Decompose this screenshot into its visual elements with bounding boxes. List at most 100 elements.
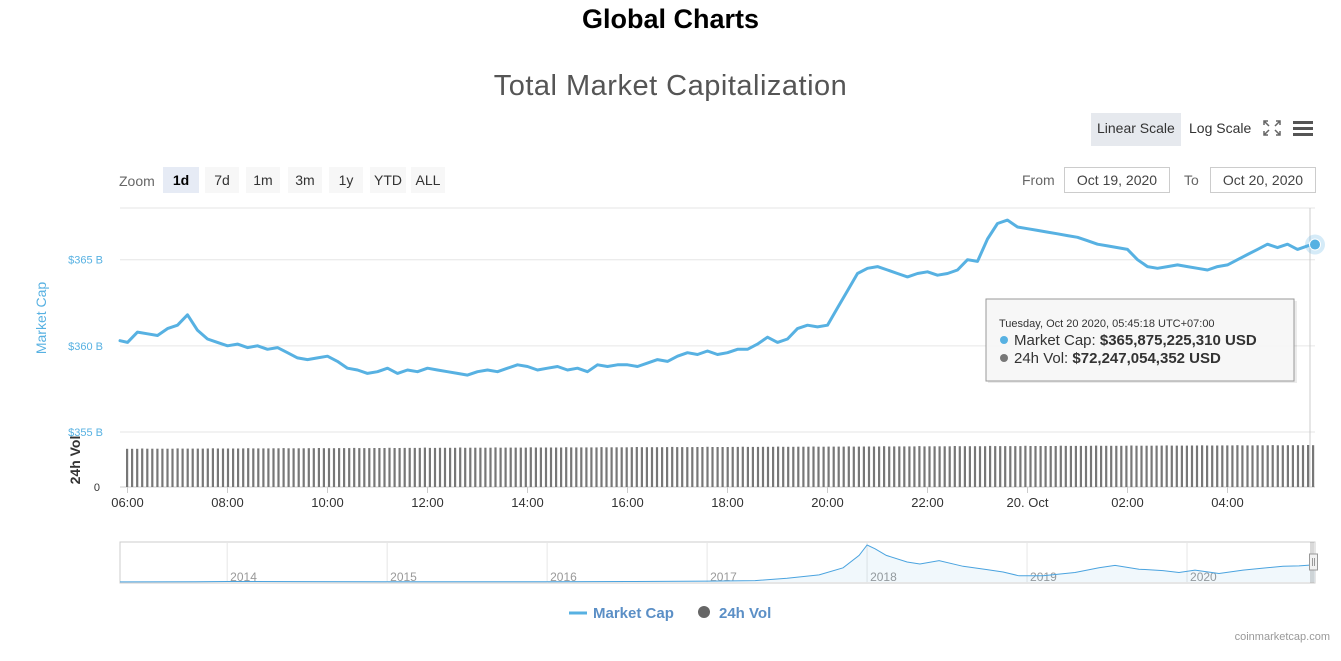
to-label: To bbox=[1184, 172, 1199, 188]
zoom-all-button[interactable]: ALL bbox=[411, 167, 445, 193]
volume-bar bbox=[1150, 445, 1153, 487]
volume-bar bbox=[1281, 445, 1284, 487]
volume-bar bbox=[216, 448, 219, 487]
volume-bar bbox=[812, 446, 815, 487]
tooltip-box bbox=[985, 298, 1295, 382]
volume-bar bbox=[1155, 445, 1158, 487]
volume-bar bbox=[756, 446, 760, 487]
volume-bar bbox=[933, 446, 936, 487]
volume-bar bbox=[393, 448, 396, 487]
volume-bar bbox=[242, 448, 245, 487]
volume-bar bbox=[681, 447, 684, 487]
x-tick-label: 04:00 bbox=[1211, 495, 1244, 510]
volume-bar bbox=[196, 448, 199, 487]
volume-bar bbox=[615, 447, 618, 487]
legend-market-cap-label: Market Cap bbox=[593, 605, 674, 622]
volume-bar bbox=[1024, 445, 1027, 487]
volume-bar bbox=[378, 448, 381, 487]
volume-bar bbox=[332, 448, 336, 487]
volume-bar bbox=[454, 447, 457, 487]
log-scale-button[interactable]: Log Scale bbox=[1189, 120, 1252, 136]
market-cap-y-tick-label: $360 B bbox=[68, 341, 103, 353]
volume-bar bbox=[418, 447, 421, 487]
volume-bar bbox=[797, 446, 800, 487]
volume-bar bbox=[696, 447, 699, 487]
zoom-1m-button[interactable]: 1m bbox=[246, 167, 280, 193]
x-tick-label: 06:00 bbox=[111, 495, 144, 510]
volume-bar bbox=[1089, 445, 1093, 487]
volume-bar bbox=[994, 446, 997, 487]
credit-link[interactable]: coinmarketcap.com bbox=[1234, 631, 1330, 643]
x-axis: 06:00 08:00 10:00 12:00 14:00 16:00 18:00 20:00… bbox=[111, 487, 1244, 510]
zoom-label: Zoom bbox=[119, 173, 155, 189]
volume-bar bbox=[585, 447, 588, 487]
volume-bar bbox=[549, 447, 553, 487]
navigator[interactable]: 2014 2015 2016 2017 2018 2019 2020 bbox=[119, 541, 1318, 584]
volume-bar bbox=[1004, 446, 1007, 487]
volume-bar bbox=[867, 446, 871, 487]
menu-icon[interactable] bbox=[1292, 119, 1314, 137]
from-label: From bbox=[1022, 172, 1055, 188]
legend-item-market-cap[interactable]: Market Cap bbox=[569, 605, 674, 622]
volume-bar bbox=[787, 446, 790, 487]
x-tick-label: 12:00 bbox=[411, 495, 444, 510]
volume-bar bbox=[211, 448, 214, 487]
volume-bar bbox=[898, 446, 901, 487]
tooltip-market-cap-label: Market Cap: bbox=[1014, 332, 1100, 349]
volume-bar bbox=[1115, 445, 1118, 487]
volume-bar bbox=[282, 448, 285, 487]
volume-bar bbox=[837, 446, 840, 487]
navigator-line bbox=[119, 544, 1316, 583]
volume-bar bbox=[257, 448, 260, 487]
volume-bar bbox=[403, 447, 406, 487]
volume-bar bbox=[1307, 445, 1310, 487]
zoom-ytd-button[interactable]: YTD bbox=[370, 167, 406, 193]
linear-scale-button[interactable]: Linear Scale bbox=[1091, 113, 1181, 146]
x-tick-label: 20. Oct bbox=[1007, 495, 1049, 510]
volume-bar bbox=[676, 447, 679, 487]
volume-bar bbox=[504, 447, 507, 487]
volume-bar bbox=[1175, 445, 1178, 487]
volume-bars bbox=[126, 445, 1315, 487]
volume-bar bbox=[1241, 445, 1244, 487]
navigator-handle-body[interactable] bbox=[1309, 553, 1318, 571]
legend-item-24h-vol[interactable]: 24h Vol bbox=[698, 605, 771, 622]
volume-bar bbox=[857, 446, 860, 487]
volume-bar bbox=[600, 447, 603, 487]
volume-bar bbox=[635, 447, 638, 487]
volume-bar bbox=[847, 446, 850, 487]
volume-bar bbox=[443, 447, 447, 487]
volume-bar bbox=[191, 448, 194, 487]
volume-bar bbox=[1019, 446, 1022, 487]
volume-bar bbox=[252, 448, 255, 487]
x-tick-label: 18:00 bbox=[711, 495, 744, 510]
volume-bar bbox=[1296, 445, 1300, 487]
zoom-3m-button[interactable]: 3m bbox=[288, 167, 322, 193]
volume-bar bbox=[237, 448, 240, 487]
volume-bar bbox=[287, 448, 290, 487]
volume-bar bbox=[499, 447, 502, 487]
navigator-year-label: 2020 bbox=[1190, 570, 1217, 584]
market-cap-line[interactable] bbox=[118, 218, 1317, 377]
volume-bar bbox=[711, 447, 714, 487]
volume-bar bbox=[1180, 445, 1183, 487]
volume-bar bbox=[862, 446, 865, 487]
volume-bar bbox=[1312, 445, 1315, 487]
volume-bar bbox=[514, 447, 517, 487]
from-date-input[interactable]: Oct 19, 2020 bbox=[1064, 167, 1170, 193]
zoom-7d-button[interactable]: 7d bbox=[205, 167, 239, 193]
zoom-1y-button[interactable]: 1y bbox=[329, 167, 363, 193]
volume-bar bbox=[428, 447, 431, 487]
navigator-handle[interactable] bbox=[1309, 553, 1318, 571]
fullscreen-icon[interactable] bbox=[1262, 119, 1282, 137]
zoom-1d-button[interactable]: 1d bbox=[163, 167, 199, 193]
volume-bar bbox=[1195, 445, 1199, 487]
to-date-input[interactable]: Oct 20, 2020 bbox=[1210, 167, 1316, 193]
volume-bar bbox=[645, 447, 648, 487]
volume-bar bbox=[171, 448, 174, 487]
tooltip-date: Tuesday, Oct 20 2020, 05:45:18 UTC+07:00 bbox=[999, 318, 1215, 330]
volume-bar bbox=[721, 447, 724, 487]
volume-bar bbox=[1165, 445, 1168, 487]
volume-bar bbox=[918, 446, 921, 487]
